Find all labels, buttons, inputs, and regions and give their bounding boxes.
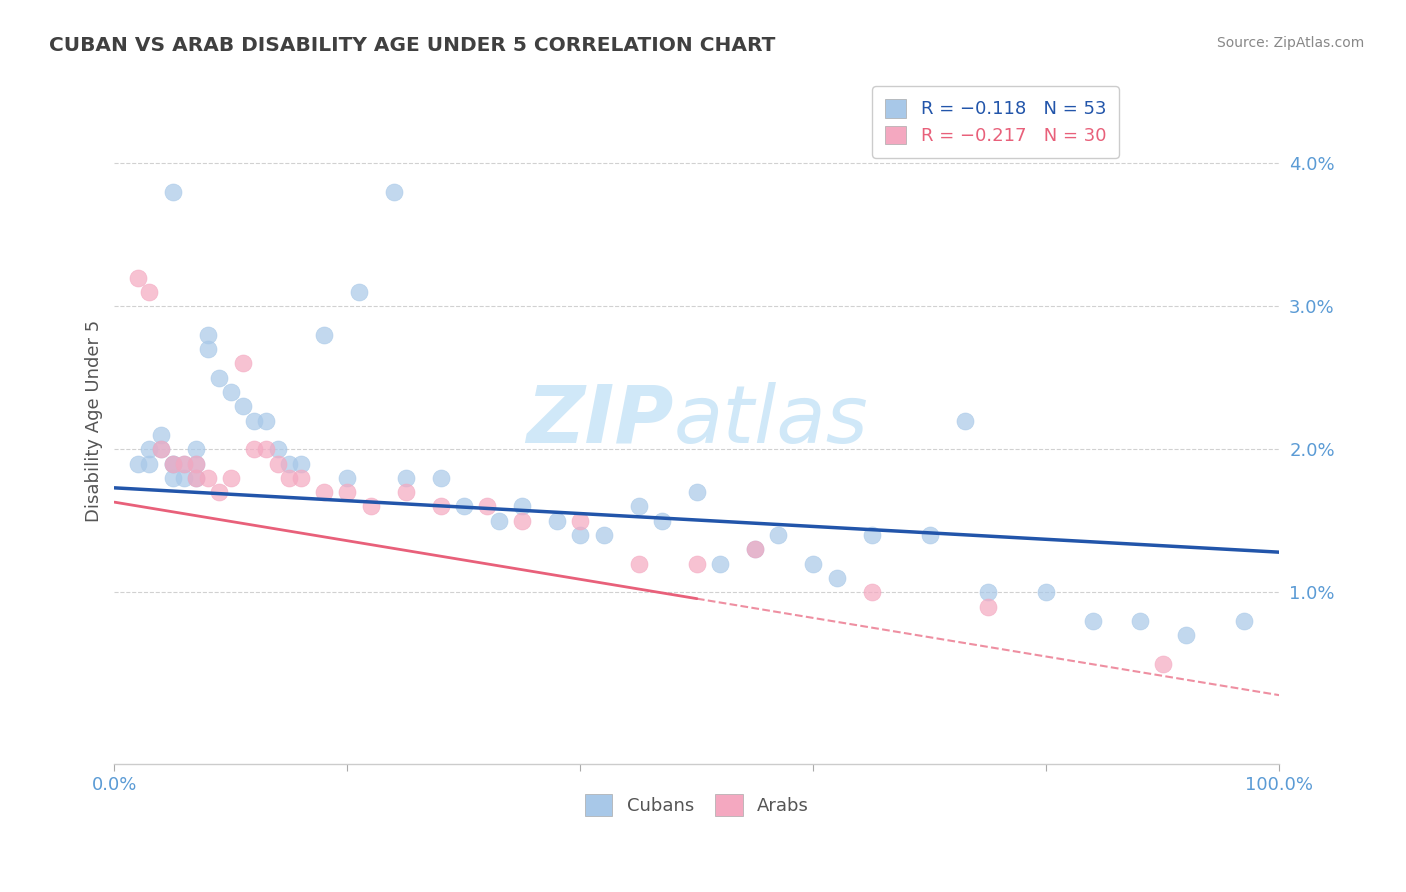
Point [290, 471, 312, 485]
Point [208, 370, 231, 384]
Point [1233, 614, 1256, 628]
Point [266, 442, 288, 457]
Point [184, 471, 207, 485]
Legend: Cubans, Arabs: Cubans, Arabs [578, 787, 815, 823]
Point [382, 185, 405, 199]
Point [127, 457, 149, 471]
Point [243, 442, 266, 457]
Point [184, 457, 207, 471]
Point [314, 327, 336, 342]
Text: CUBAN VS ARAB DISABILITY AGE UNDER 5 CORRELATION CHART: CUBAN VS ARAB DISABILITY AGE UNDER 5 COR… [49, 36, 776, 54]
Point [477, 500, 499, 514]
Point [150, 428, 173, 442]
Point [825, 571, 848, 585]
Point [162, 185, 184, 199]
Point [173, 457, 195, 471]
Point [127, 270, 149, 285]
Point [184, 457, 207, 471]
Point [686, 557, 709, 571]
Point [627, 557, 650, 571]
Point [546, 514, 568, 528]
Point [1152, 657, 1174, 671]
Point [162, 471, 184, 485]
Point [429, 471, 451, 485]
Point [197, 342, 219, 356]
Point [860, 585, 883, 599]
Text: Source: ZipAtlas.com: Source: ZipAtlas.com [1216, 36, 1364, 50]
Point [219, 471, 242, 485]
Text: atlas: atlas [673, 382, 869, 459]
Point [510, 500, 533, 514]
Point [347, 285, 370, 299]
Point [744, 542, 766, 557]
Point [197, 327, 219, 342]
Point [197, 471, 219, 485]
Point [627, 500, 650, 514]
Point [162, 457, 184, 471]
Point [290, 457, 312, 471]
Point [208, 485, 231, 500]
Point [1081, 614, 1104, 628]
Point [336, 471, 359, 485]
Point [184, 442, 207, 457]
Point [569, 514, 592, 528]
Point [429, 500, 451, 514]
Point [1175, 628, 1198, 642]
Point [162, 457, 184, 471]
Point [150, 442, 173, 457]
Point [569, 528, 592, 542]
Point [232, 356, 254, 370]
Point [232, 400, 254, 414]
Point [977, 599, 1000, 614]
Point [162, 457, 184, 471]
Point [278, 471, 301, 485]
Point [138, 285, 160, 299]
Point [360, 500, 382, 514]
Y-axis label: Disability Age Under 5: Disability Age Under 5 [86, 319, 103, 522]
Point [173, 457, 195, 471]
Point [1129, 614, 1152, 628]
Point [744, 542, 766, 557]
Point [314, 485, 336, 500]
Text: ZIP: ZIP [526, 382, 673, 459]
Point [686, 485, 709, 500]
Point [395, 485, 418, 500]
Point [254, 442, 277, 457]
Point [768, 528, 790, 542]
Point [138, 442, 160, 457]
Point [488, 514, 510, 528]
Point [510, 514, 533, 528]
Point [254, 414, 277, 428]
Point [592, 528, 614, 542]
Point [953, 414, 976, 428]
Point [803, 557, 825, 571]
Point [150, 442, 173, 457]
Point [336, 485, 359, 500]
Point [395, 471, 418, 485]
Point [243, 414, 266, 428]
Point [453, 500, 475, 514]
Point [219, 384, 242, 399]
Point [1035, 585, 1057, 599]
Point [709, 557, 731, 571]
Point [918, 528, 941, 542]
Point [173, 471, 195, 485]
Point [651, 514, 673, 528]
Point [266, 457, 288, 471]
Point [977, 585, 1000, 599]
Point [278, 457, 301, 471]
Point [184, 471, 207, 485]
Point [138, 457, 160, 471]
Point [860, 528, 883, 542]
